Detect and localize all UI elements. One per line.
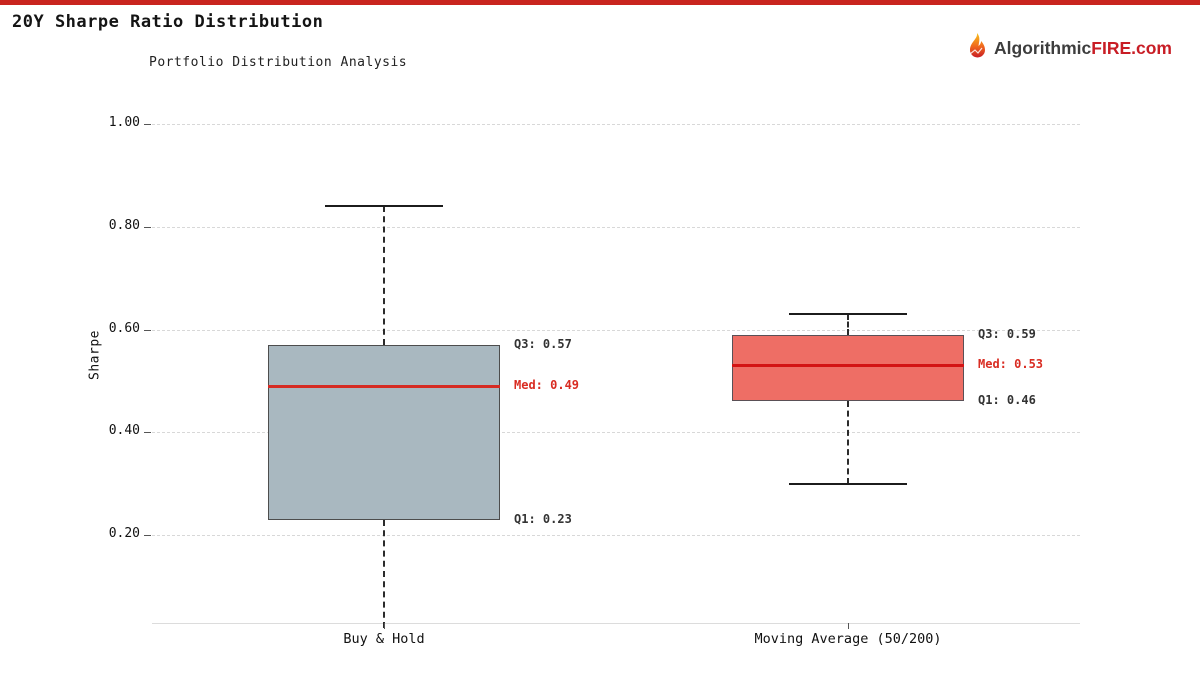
x-axis-category-label: Moving Average (50/200) xyxy=(754,631,942,647)
x-axis-line xyxy=(152,623,1080,624)
brand-name-prefix: Algorithmic xyxy=(994,37,1092,58)
y-gridline xyxy=(152,226,1080,228)
x-tick-mark xyxy=(384,623,385,629)
brand-name-suffix: .com xyxy=(1131,37,1172,58)
y-tick-mark xyxy=(144,329,151,331)
y-tick-mark xyxy=(144,432,151,434)
y-tick-label: 1.00 xyxy=(108,115,140,130)
y-gridline xyxy=(152,124,1080,125)
annotation-q3: Q3: 0.59 xyxy=(978,326,1036,341)
box xyxy=(268,344,500,520)
y-tick-label: 0.60 xyxy=(108,320,140,336)
y-tick-mark xyxy=(144,124,151,125)
annotation-q3: Q3: 0.57 xyxy=(514,336,572,351)
y-tick-label: 0.40 xyxy=(108,423,140,439)
whisker-upper xyxy=(383,206,385,345)
brand-name: AlgorithmicFIRE.com xyxy=(994,38,1172,59)
y-tick-label: 0.20 xyxy=(108,526,140,541)
y-tick-mark xyxy=(144,535,151,536)
flame-icon xyxy=(963,32,989,64)
box xyxy=(732,334,964,402)
annotation-median: Med: 0.49 xyxy=(514,378,580,392)
brand-logo[interactable]: AlgorithmicFIRE.com xyxy=(963,32,1172,64)
median-line xyxy=(268,384,500,388)
chart-subtitle: Portfolio Distribution Analysis xyxy=(149,55,408,70)
top-accent-bar xyxy=(0,0,1200,5)
y-gridline xyxy=(152,535,1080,536)
brand-name-accent: FIRE xyxy=(1091,37,1132,58)
annotation-q1: Q1: 0.23 xyxy=(514,511,572,526)
whisker-cap-upper xyxy=(325,205,443,208)
y-tick-label: 0.80 xyxy=(108,217,140,233)
x-axis-category-label: Buy & Hold xyxy=(343,631,425,647)
y-gridline xyxy=(152,432,1080,434)
whisker-upper xyxy=(847,314,849,335)
annotation-median: Med: 0.53 xyxy=(978,357,1044,372)
whisker-lower xyxy=(847,401,849,484)
page-title: 20Y Sharpe Ratio Distribution xyxy=(12,12,324,32)
y-tick-mark xyxy=(144,226,151,228)
whisker-cap-upper xyxy=(789,313,907,316)
whisker-cap-lower xyxy=(789,482,907,485)
whisker-lower xyxy=(383,519,385,628)
x-tick-mark xyxy=(848,623,849,629)
annotation-q1: Q1: 0.46 xyxy=(978,393,1036,408)
median-line xyxy=(732,363,964,367)
y-gridline xyxy=(152,329,1080,331)
